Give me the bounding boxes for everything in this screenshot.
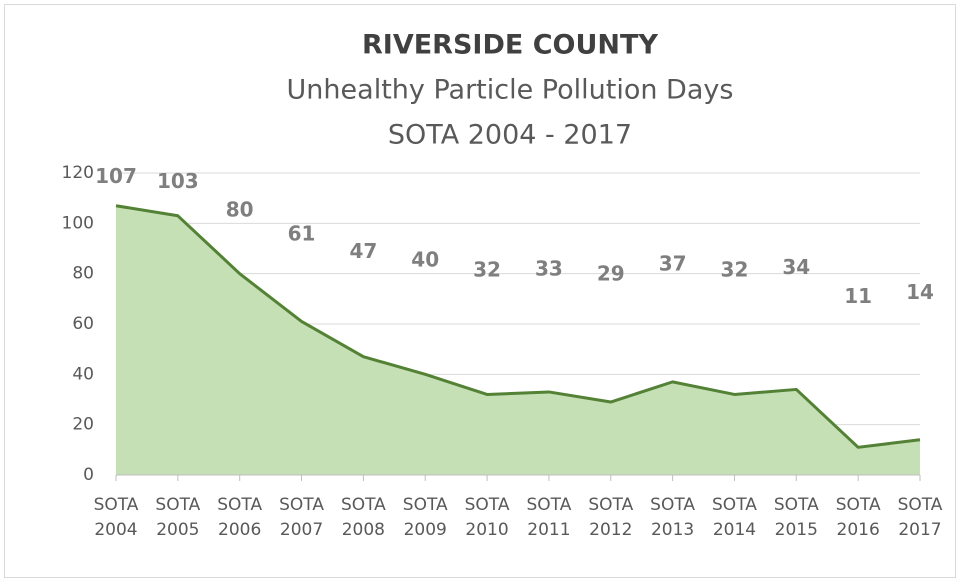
y-tick-label: 20 <box>72 415 94 435</box>
y-tick-label: 120 <box>62 163 94 183</box>
x-tick-label: SOTA 2007 <box>279 495 324 540</box>
data-label: 32 <box>473 258 501 282</box>
line <box>115 204 921 449</box>
x-tick-label: SOTA 2006 <box>217 495 263 540</box>
y-tick-label: 0 <box>83 465 94 485</box>
x-tick-label: SOTA 2016 <box>835 495 881 540</box>
y-tick-label: 100 <box>62 213 94 233</box>
data-label: 33 <box>535 256 563 280</box>
data-label: 37 <box>659 251 687 275</box>
data-label: 11 <box>844 284 872 308</box>
data-label: 32 <box>721 258 749 282</box>
data-label: 80 <box>226 198 254 222</box>
data-label: 103 <box>157 169 199 193</box>
chart-subtitle: Unhealthy Particle Pollution Days <box>287 75 734 106</box>
x-tick-label: SOTA 2013 <box>650 495 696 540</box>
x-tick-label: SOTA 2011 <box>526 495 572 540</box>
data-label: 29 <box>597 261 625 285</box>
data-label: 14 <box>906 280 934 304</box>
y-tick-label: 40 <box>72 364 94 384</box>
y-tick-label: 60 <box>72 314 94 334</box>
x-tick-label: SOTA 2012 <box>588 495 634 540</box>
x-tick-label: SOTA 2010 <box>464 495 510 540</box>
x-tick-label: SOTA 2009 <box>402 495 448 540</box>
data-label: 47 <box>349 239 377 263</box>
data-label: 61 <box>288 221 316 245</box>
data-label: 107 <box>95 164 137 188</box>
data-label: 40 <box>411 248 439 272</box>
y-tick-label: 80 <box>72 264 94 284</box>
x-tick-label: SOTA 2005 <box>155 495 201 540</box>
x-tick-label: SOTA 2015 <box>773 495 819 540</box>
chart-subtitle: SOTA 2004 - 2017 <box>388 120 632 151</box>
x-tick-label: SOTA 2014 <box>712 495 757 540</box>
area <box>116 205 920 475</box>
chart-title: RIVERSIDE COUNTY <box>362 30 658 61</box>
x-tick-label: SOTA 2004 <box>93 495 139 540</box>
data-label: 34 <box>782 255 810 279</box>
x-tick-label: SOTA 2017 <box>897 495 943 540</box>
x-tick-label: SOTA 2008 <box>340 495 386 540</box>
